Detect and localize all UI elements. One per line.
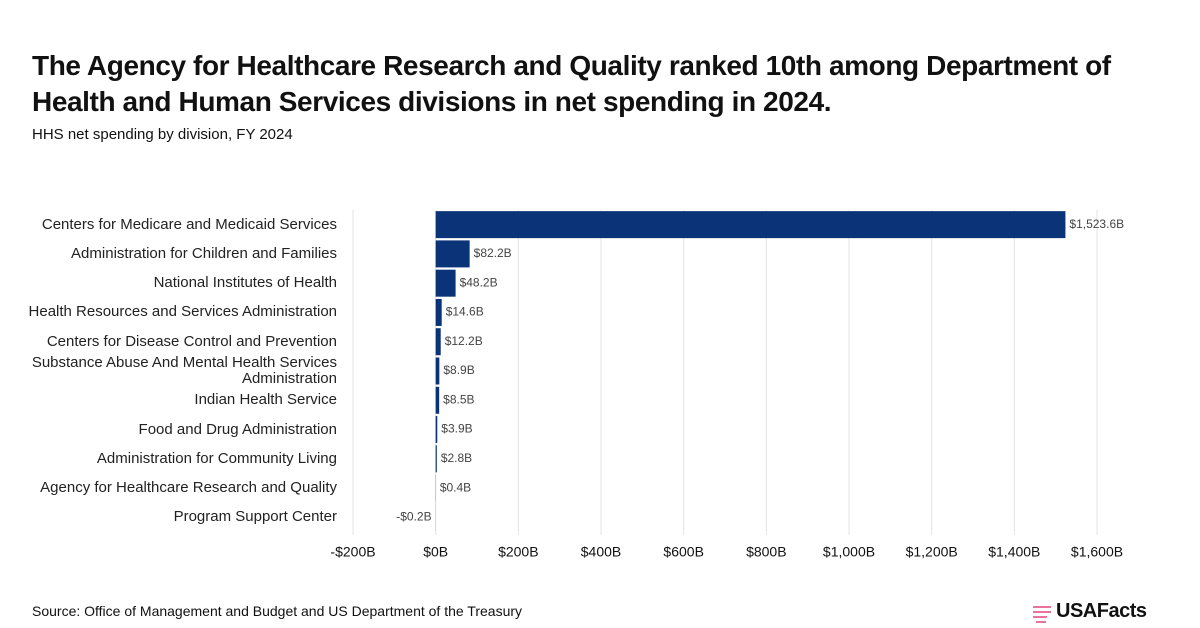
- value-label: $2.8B: [441, 451, 472, 465]
- bar: [435, 445, 437, 473]
- bar: [435, 211, 1066, 239]
- value-label: $3.9B: [441, 422, 472, 436]
- x-tick-label: $1,400B: [988, 544, 1040, 560]
- bar: [435, 269, 456, 297]
- y-tick-label: Administration for Community Living: [96, 449, 337, 467]
- y-tick-label: Indian Health Service: [194, 391, 337, 409]
- value-label: $1,523.6B: [1069, 217, 1124, 231]
- chart-subtitle: HHS net spending by division, FY 2024: [32, 126, 293, 143]
- value-label: $14.6B: [446, 305, 484, 319]
- y-tick-label: Centers for Disease Control and Preventi…: [46, 332, 337, 350]
- x-tick-label: $200B: [498, 544, 538, 560]
- value-label: $8.9B: [443, 363, 474, 377]
- y-tick-label: Health Resources and Services Administra…: [28, 303, 337, 321]
- y-tick-label: Administration for Children and Families: [71, 244, 337, 262]
- value-label: $12.2B: [445, 334, 483, 348]
- y-tick-label: Centers for Medicare and Medicaid Servic…: [41, 215, 337, 233]
- bar: [435, 416, 438, 444]
- value-label: -$0.2B: [396, 510, 431, 524]
- chart-title: The Agency for Healthcare Research and Q…: [32, 50, 1111, 117]
- x-tick-label: $1,200B: [906, 544, 958, 560]
- logo: USAFacts: [1056, 600, 1147, 622]
- value-label: $8.5B: [443, 392, 474, 406]
- y-tick-label: National Institutes of Health: [153, 274, 337, 292]
- value-label: $48.2B: [460, 275, 498, 289]
- y-tick-label: Food and Drug Administration: [138, 420, 337, 438]
- y-tick-label: Program Support Center: [173, 508, 337, 526]
- logo-icon: [1033, 606, 1051, 623]
- source: Source: Office of Management and Budget …: [32, 603, 523, 619]
- bar: [435, 357, 440, 385]
- value-label: $82.2B: [474, 246, 512, 260]
- bar: [435, 240, 470, 268]
- bar: [435, 328, 441, 356]
- x-tick-label: -$200B: [330, 544, 375, 560]
- bar: [435, 386, 440, 414]
- x-tick-label: $800B: [746, 544, 786, 560]
- y-tick-label: Agency for Healthcare Research and Quali…: [40, 479, 337, 497]
- value-label: $0.4B: [440, 480, 471, 494]
- x-tick-label: $0B: [423, 544, 448, 560]
- x-tick-label: $1,600B: [1071, 544, 1123, 560]
- bar: [435, 298, 442, 326]
- y-tick-label: Substance Abuse And Mental Health Servic…: [31, 354, 337, 387]
- x-tick-label: $400B: [581, 544, 621, 560]
- x-tick-label: $600B: [663, 544, 703, 560]
- x-tick-label: $1,000B: [823, 544, 875, 560]
